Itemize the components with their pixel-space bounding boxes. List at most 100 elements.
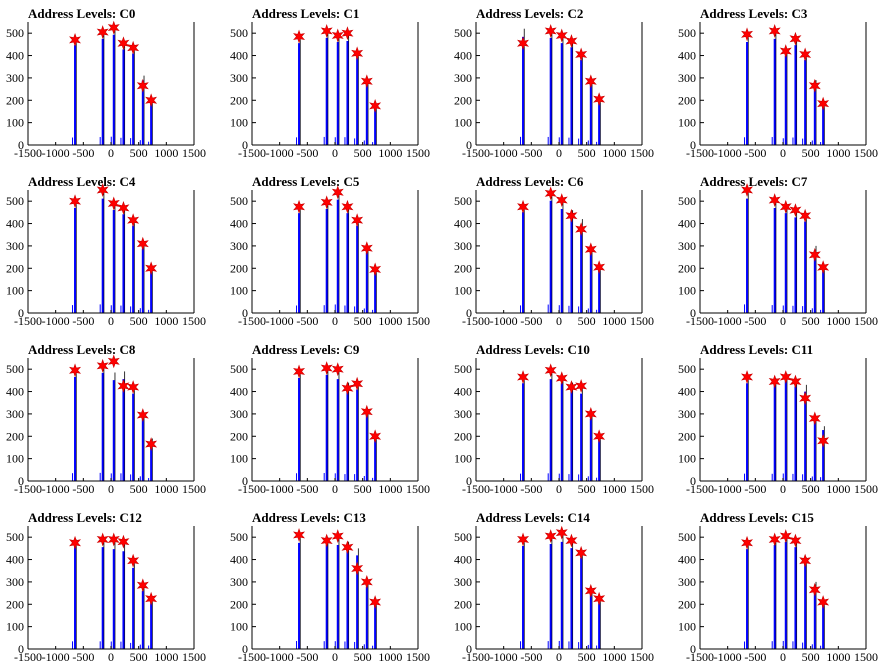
- x-tick-label: 1000: [826, 482, 850, 496]
- y-tick-label: 0: [466, 138, 472, 152]
- level-star-marker: [555, 193, 568, 207]
- panel-title: Address Levels: C1: [252, 6, 359, 21]
- x-tick-label: 500: [354, 314, 372, 328]
- level-star-marker: [127, 380, 140, 394]
- level-star-marker: [789, 203, 802, 218]
- y-tick-label: 300: [230, 239, 248, 253]
- y-tick-label: 400: [6, 385, 24, 399]
- level-star-marker: [293, 29, 306, 44]
- y-tick-label: 0: [242, 474, 248, 488]
- x-tick-label: 1500: [630, 146, 654, 160]
- y-tick-label: 100: [6, 284, 24, 298]
- level-star-marker: [117, 36, 130, 51]
- level-star-marker: [96, 25, 109, 39]
- y-tick-label: 200: [6, 93, 24, 107]
- y-tick-label: 200: [678, 429, 696, 443]
- x-tick-label: 0: [108, 314, 114, 328]
- x-tick-label: 500: [130, 146, 148, 160]
- x-tick-label: 1000: [602, 146, 626, 160]
- y-tick-label: 500: [678, 530, 696, 544]
- y-tick-label: 0: [242, 642, 248, 656]
- panel-title: Address Levels: C3: [700, 6, 808, 21]
- level-star-marker: [779, 370, 792, 384]
- x-tick-label: -1000: [714, 314, 742, 328]
- level-star-marker: [320, 533, 333, 548]
- x-tick-label: 1000: [154, 482, 178, 496]
- level-star-marker: [565, 34, 578, 48]
- y-tick-label: 100: [230, 620, 248, 634]
- y-tick-label: 400: [678, 217, 696, 231]
- x-tick-label: 1000: [378, 314, 402, 328]
- x-tick-label: -1000: [490, 314, 518, 328]
- x-tick-label: 500: [130, 314, 148, 328]
- y-tick-label: 400: [678, 49, 696, 63]
- level-star-marker: [741, 535, 754, 550]
- x-tick-label: -1500: [14, 650, 42, 664]
- level-star-marker: [817, 595, 830, 609]
- y-tick-label: 300: [230, 407, 248, 421]
- x-tick-label: -1000: [714, 482, 742, 496]
- y-tick-label: 300: [678, 71, 696, 85]
- y-tick-label: 100: [454, 116, 472, 130]
- y-tick-label: 300: [678, 575, 696, 589]
- level-star-marker: [331, 362, 344, 377]
- y-tick-label: 0: [466, 306, 472, 320]
- level-star-marker: [517, 370, 530, 384]
- x-tick-label: 1000: [826, 314, 850, 328]
- x-tick-label: -1000: [42, 650, 70, 664]
- y-tick-label: 100: [6, 620, 24, 634]
- x-tick-label: -1000: [266, 314, 294, 328]
- y-tick-label: 500: [230, 194, 248, 208]
- x-tick-label: -1000: [42, 146, 70, 160]
- histogram-panel: Address Levels: C11 0 100 200 300 400 500 -1500…: [678, 342, 878, 496]
- x-tick-label: -1500: [462, 314, 490, 328]
- panel-title: Address Levels: C0: [28, 6, 135, 21]
- y-tick-label: 400: [230, 217, 248, 231]
- level-star-marker: [117, 200, 130, 215]
- level-star-marker: [107, 354, 120, 369]
- x-tick-label: 1500: [854, 314, 878, 328]
- level-star-marker: [351, 46, 364, 61]
- level-star-marker: [69, 194, 82, 209]
- histogram-panel: Address Levels: C10 0 100 200 300 400 500 -1500…: [454, 342, 654, 496]
- level-star-marker: [136, 78, 149, 93]
- y-tick-label: 400: [6, 217, 24, 231]
- level-star-marker: [136, 236, 149, 251]
- y-tick-label: 200: [230, 93, 248, 107]
- x-tick-label: -1500: [238, 314, 266, 328]
- y-tick-label: 300: [230, 71, 248, 85]
- level-star-marker: [517, 36, 530, 51]
- level-star-marker: [544, 529, 557, 543]
- level-star-marker: [127, 40, 140, 55]
- y-tick-label: 300: [6, 71, 24, 85]
- x-tick-label: 1500: [182, 482, 206, 496]
- y-tick-label: 300: [230, 575, 248, 589]
- level-star-marker: [817, 260, 830, 275]
- panel-title: Address Levels: C12: [28, 510, 142, 525]
- y-tick-label: 0: [690, 306, 696, 320]
- x-tick-label: 1500: [406, 314, 430, 328]
- level-star-marker: [575, 545, 588, 560]
- x-tick-label: 1000: [378, 146, 402, 160]
- x-tick-label: -1500: [14, 314, 42, 328]
- x-tick-label: 500: [130, 650, 148, 664]
- level-star-marker: [69, 535, 82, 550]
- x-tick-label: 1000: [826, 146, 850, 160]
- level-star-marker: [565, 208, 578, 223]
- x-tick-label: 1500: [854, 482, 878, 496]
- level-star-marker: [145, 261, 158, 276]
- y-tick-label: 400: [678, 553, 696, 567]
- y-tick-label: 300: [454, 575, 472, 589]
- level-star-marker: [117, 379, 130, 393]
- level-star-marker: [341, 199, 354, 214]
- histogram-panel: Address Levels: C15 0 100 200 300 400 500 -1500…: [678, 510, 878, 664]
- level-star-marker: [768, 193, 781, 207]
- y-tick-label: 200: [230, 597, 248, 611]
- y-tick-label: 300: [678, 239, 696, 253]
- y-tick-label: 100: [678, 116, 696, 130]
- y-tick-label: 500: [6, 26, 24, 40]
- x-tick-label: 1500: [406, 650, 430, 664]
- x-tick-label: 1000: [154, 146, 178, 160]
- x-tick-label: -1500: [462, 482, 490, 496]
- histogram-panel: Address Levels: C50100200300400500-1500-…: [230, 174, 430, 328]
